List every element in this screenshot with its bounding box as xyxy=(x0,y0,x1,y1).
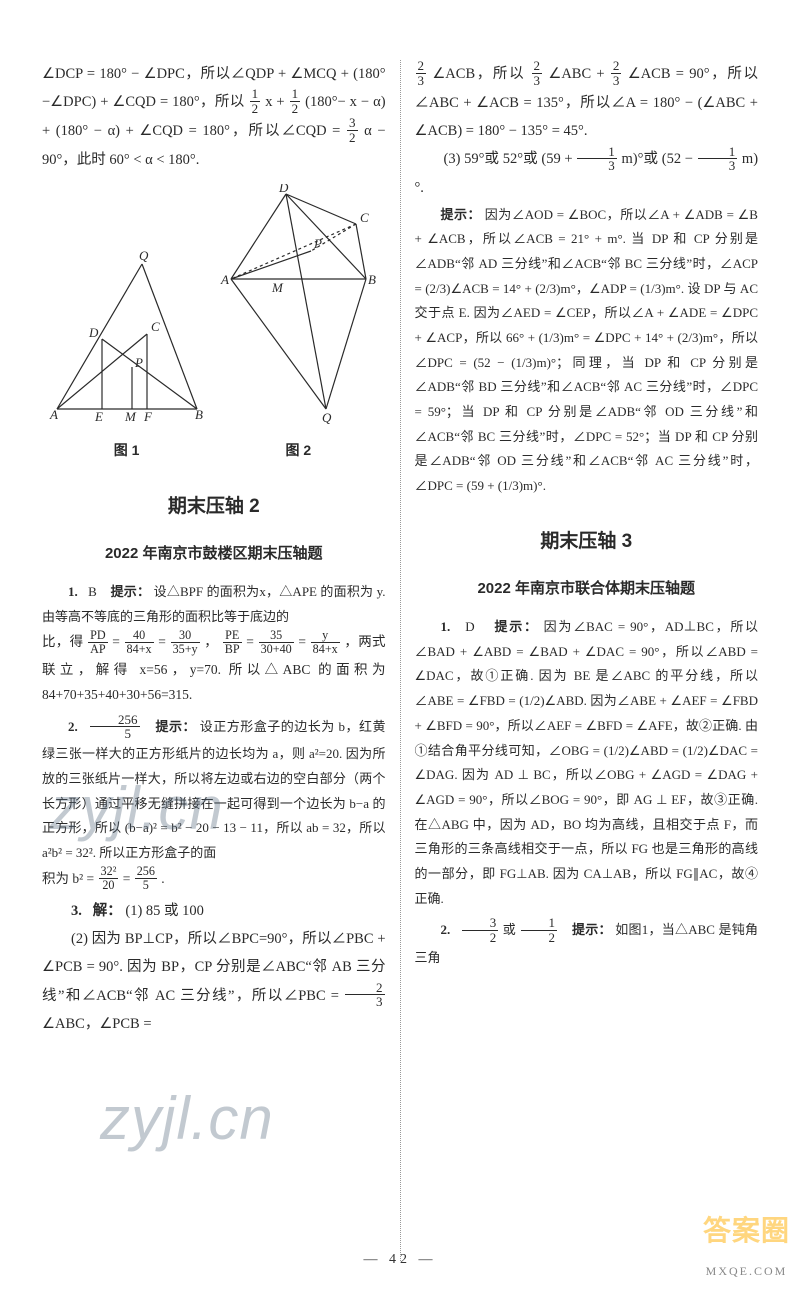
q3-p1: 3. 解： (1) 85 或 100 xyxy=(42,897,386,925)
text: ∠ABC + xyxy=(548,66,604,82)
section-title: 期末压轴 3 xyxy=(415,523,759,560)
svg-text:B: B xyxy=(195,407,203,422)
left-column: ∠DCP = 180° − ∠DPC，所以∠QDP + ∠MCQ + (180°… xyxy=(42,60,400,1261)
sub-title: 2022 年南京市联合体期末压轴题 xyxy=(415,574,759,603)
para: 23 ∠ACB，所以 23 ∠ABC + 23 ∠ACB = 90°，所以∠AB… xyxy=(415,60,759,145)
q3-p2: (2) 因为 BP⊥CP，所以∠BPC=90°，所以∠PBC + ∠PCB = … xyxy=(42,925,386,1039)
fraction: PDAP xyxy=(88,629,108,656)
answer: B xyxy=(88,584,97,599)
fraction: 32 xyxy=(347,116,358,144)
fraction: 12 xyxy=(290,87,301,115)
q1: 1. D 提示： 因为∠BAC = 90°，AD⊥BC，所以∠BAD + ∠AB… xyxy=(415,615,759,911)
para: (3) 59°或 52°或 (59 + 13 m)°或 (52 − 13 m)°… xyxy=(415,145,759,202)
figure-2-svg: A B D C P M Q xyxy=(216,184,381,424)
fraction: 4084+x xyxy=(125,629,154,656)
svg-text:P: P xyxy=(134,355,143,370)
section-title: 期末压轴 2 xyxy=(42,488,386,525)
page: ∠DCP = 180° − ∠DPC，所以∠QDP + ∠MCQ + (180°… xyxy=(0,0,800,1291)
fraction: 23 xyxy=(611,59,622,87)
text: (1) 85 或 100 xyxy=(125,903,204,919)
q1-line2: 比，得 PDAP = 4084+x = 3035+y ， PEBP = 3530… xyxy=(42,629,386,707)
svg-text:A: A xyxy=(220,272,229,287)
svg-text:Q: Q xyxy=(139,249,149,263)
hint-label: 提示： xyxy=(572,922,612,937)
text: ∠ACB，所以 xyxy=(432,66,525,82)
fraction: 2565 xyxy=(135,865,157,892)
figure-2: A B D C P M Q 图 2 xyxy=(216,184,381,464)
fraction: y84+x xyxy=(311,629,340,656)
fraction: 13 xyxy=(698,145,738,173)
q2-end: 积为 b² = 32²20 = 2565 . xyxy=(42,866,386,893)
hint-label: 提示： xyxy=(441,207,482,222)
text: = xyxy=(123,871,134,886)
figure-2-caption: 图 2 xyxy=(216,437,381,464)
fraction: PEBP xyxy=(223,629,242,656)
hint-label: 提示： xyxy=(495,619,539,634)
figure-1-caption: 图 1 xyxy=(47,437,207,464)
page-number: — 42 — xyxy=(0,1246,800,1273)
svg-text:F: F xyxy=(143,409,153,424)
text: (3) 59°或 52°或 xyxy=(444,151,538,167)
q-number: 2. xyxy=(68,719,78,734)
text: 比，得 xyxy=(42,634,83,649)
q-number: 1. xyxy=(441,619,451,634)
sol-label: 解： xyxy=(93,903,122,919)
svg-text:D: D xyxy=(88,325,99,340)
hint-text: 因为∠BAC = 90°，AD⊥BC，所以∠BAD + ∠ABD = ∠BAD … xyxy=(415,619,759,906)
svg-text:D: D xyxy=(278,184,289,195)
text: (59 + xyxy=(541,151,572,167)
figures-row: A B Q D C P E M F 图 1 xyxy=(42,184,386,464)
text: 积为 b² = xyxy=(42,871,94,886)
figure-1-svg: A B Q D C P E M F xyxy=(47,249,207,424)
q-number: 3. xyxy=(71,903,82,919)
text: ∠ABC，∠PCB = xyxy=(42,1016,152,1032)
q2: 2. 32 或 12 提示： 如图1，当△ABC 是钝角三角 xyxy=(415,917,759,970)
text: m)°或 (52 − xyxy=(622,151,693,167)
para: ∠DCP = 180° − ∠DPC，所以∠QDP + ∠MCQ + (180°… xyxy=(42,60,386,174)
hint-label: 提示： xyxy=(111,584,151,599)
fraction: 3035+y xyxy=(171,629,200,656)
svg-text:C: C xyxy=(360,210,369,225)
svg-text:A: A xyxy=(49,407,58,422)
hint: 提示： 因为∠AOD = ∠BOC，所以∠A + ∠ADB = ∠B + ∠AC… xyxy=(415,203,759,499)
fraction: 12 xyxy=(250,87,261,115)
text: (2) 因为 BP⊥CP，所以∠BPC=90°，所以∠PBC + ∠PCB = … xyxy=(42,931,386,1004)
q2: 2. 2565 提示： 设正方形盒子的边长为 b，红黄绿三张一样大的正方形纸片的… xyxy=(42,714,386,866)
fraction: 32²20 xyxy=(99,865,119,892)
fraction: 23 xyxy=(532,59,543,87)
text: 或 xyxy=(503,922,516,937)
q-number: 1. xyxy=(68,584,78,599)
svg-text:C: C xyxy=(151,319,160,334)
q1: 1. B 提示： 设△BPF 的面积为x，△APE 的面积为 y. 由等高不等底… xyxy=(42,580,386,629)
hint-label: 提示： xyxy=(156,719,197,734)
svg-text:Q: Q xyxy=(322,410,332,424)
fraction: 3530+40 xyxy=(259,629,294,656)
fraction: 23 xyxy=(416,59,427,87)
hint-text: 因为∠AOD = ∠BOC，所以∠A + ∠ADB = ∠B + ∠ACB，所以… xyxy=(415,207,759,494)
q-number: 2. xyxy=(441,922,451,937)
svg-text:M: M xyxy=(271,280,284,295)
sub-title: 2022 年南京市鼓楼区期末压轴题 xyxy=(42,539,386,568)
text: x + xyxy=(265,94,284,110)
svg-text:E: E xyxy=(94,409,103,424)
fraction: 23 xyxy=(345,981,385,1009)
fraction: 13 xyxy=(577,145,617,173)
figure-1: A B Q D C P E M F 图 1 xyxy=(47,249,207,464)
svg-text:B: B xyxy=(368,272,376,287)
text: . xyxy=(161,871,164,886)
answer: D xyxy=(465,619,474,634)
answer-fraction: 12 xyxy=(521,916,558,944)
svg-text:M: M xyxy=(124,409,137,424)
answer-fraction: 32 xyxy=(462,916,499,944)
svg-text:P: P xyxy=(313,236,322,251)
answer-fraction: 2565 xyxy=(90,713,140,741)
right-column: 23 ∠ACB，所以 23 ∠ABC + 23 ∠ACB = 90°，所以∠AB… xyxy=(401,60,759,1261)
